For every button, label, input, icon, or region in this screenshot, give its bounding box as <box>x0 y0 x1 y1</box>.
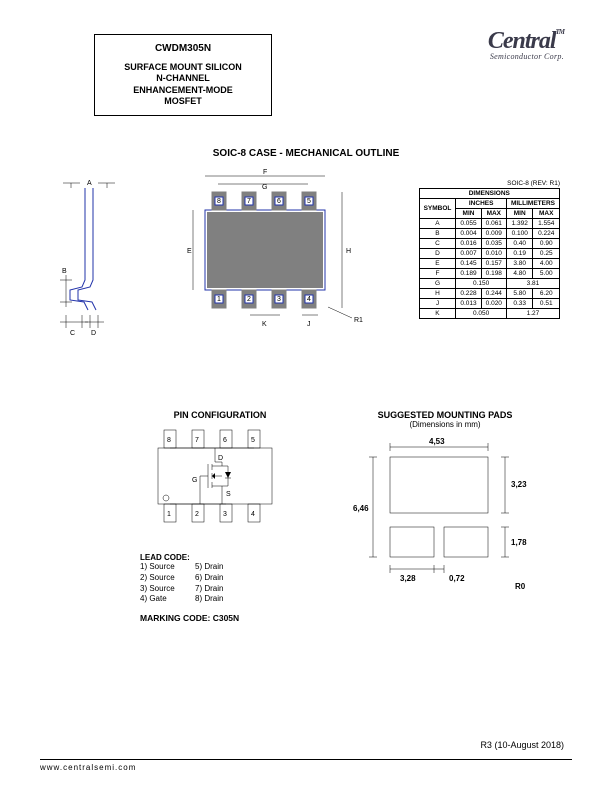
svg-text:C: C <box>70 330 75 337</box>
marking-code: MARKING CODE: C305N <box>140 613 300 623</box>
svg-text:7: 7 <box>195 437 199 444</box>
svg-text:5: 5 <box>307 198 311 205</box>
svg-text:4: 4 <box>251 511 255 518</box>
svg-text:G: G <box>192 477 197 484</box>
mounting-pads-diagram: 4,53 6,46 3,23 1,78 3,28 0,72 R0 <box>345 429 545 599</box>
svg-text:F: F <box>263 169 267 176</box>
svg-text:S: S <box>226 491 231 498</box>
svg-text:3,23: 3,23 <box>511 480 527 489</box>
svg-text:1: 1 <box>167 511 171 518</box>
svg-text:5: 5 <box>251 437 255 444</box>
svg-text:G: G <box>262 184 267 191</box>
dim-table-note: SOIC-8 (REV: R1) <box>507 180 560 187</box>
svg-text:3: 3 <box>277 296 281 303</box>
svg-text:8: 8 <box>167 437 171 444</box>
svg-text:6: 6 <box>223 437 227 444</box>
pin-config-title: PIN CONFIGURATION <box>140 410 300 420</box>
svg-text:6,46: 6,46 <box>353 504 369 513</box>
svg-text:D: D <box>91 330 96 337</box>
svg-text:2: 2 <box>247 296 251 303</box>
svg-text:8: 8 <box>217 198 221 205</box>
svg-text:1,78: 1,78 <box>511 538 527 547</box>
dimensions-container: DIMENSIONS SYMBOL INCHES MILLIMETERS MIN… <box>507 178 560 187</box>
svg-text:0,72: 0,72 <box>449 574 465 583</box>
svg-text:A: A <box>87 180 92 187</box>
mechanical-outline-area: A B C D 8 7 6 5 <box>60 170 560 360</box>
pin-config-diagram: 8 7 6 5 1 2 3 4 D G S <box>140 420 290 540</box>
footer-url: www.centralsemi.com <box>40 763 136 772</box>
svg-text:3,28: 3,28 <box>400 574 416 583</box>
svg-text:J: J <box>307 321 311 328</box>
svg-text:R1: R1 <box>354 317 363 324</box>
svg-text:4,53: 4,53 <box>429 437 445 446</box>
revision: R3 (10-August 2018) <box>480 740 564 750</box>
side-profile-diagram: A B C D <box>60 180 140 330</box>
svg-text:D: D <box>218 455 223 462</box>
mounting-subtitle: (Dimensions in mm) <box>345 420 545 429</box>
svg-text:2: 2 <box>195 511 199 518</box>
lead-code: LEAD CODE: 1) Source5) Drain2) Source6) … <box>140 553 300 605</box>
svg-text:4: 4 <box>307 296 311 303</box>
pin-config-area: PIN CONFIGURATION 8 7 6 5 1 2 3 4 D <box>140 410 300 623</box>
svg-text:R0: R0 <box>515 582 526 591</box>
mounting-pads-area: SUGGESTED MOUNTING PADS (Dimensions in m… <box>345 410 545 604</box>
top-view-diagram: 8 7 6 5 1 2 3 4 E F G H K J R1 <box>180 170 370 340</box>
svg-text:1: 1 <box>217 296 221 303</box>
svg-text:6: 6 <box>277 198 281 205</box>
part-number: CWDM305N <box>113 43 253 54</box>
footer-divider <box>40 759 572 760</box>
company-logo: CentralTM Semiconductor Corp. <box>488 28 564 61</box>
svg-text:7: 7 <box>247 198 251 205</box>
header-box: CWDM305N SURFACE MOUNT SILICON N-CHANNEL… <box>94 34 272 116</box>
mounting-title: SUGGESTED MOUNTING PADS <box>345 410 545 420</box>
svg-text:K: K <box>262 321 267 328</box>
mechanical-outline-title: SOIC-8 CASE - MECHANICAL OUTLINE <box>0 148 612 159</box>
part-description: SURFACE MOUNT SILICON N-CHANNEL ENHANCEM… <box>113 62 253 107</box>
dimensions-table: DIMENSIONS SYMBOL INCHES MILLIMETERS MIN… <box>419 188 560 319</box>
svg-text:B: B <box>62 268 67 275</box>
svg-text:H: H <box>346 248 351 255</box>
svg-text:E: E <box>187 248 192 255</box>
svg-text:3: 3 <box>223 511 227 518</box>
